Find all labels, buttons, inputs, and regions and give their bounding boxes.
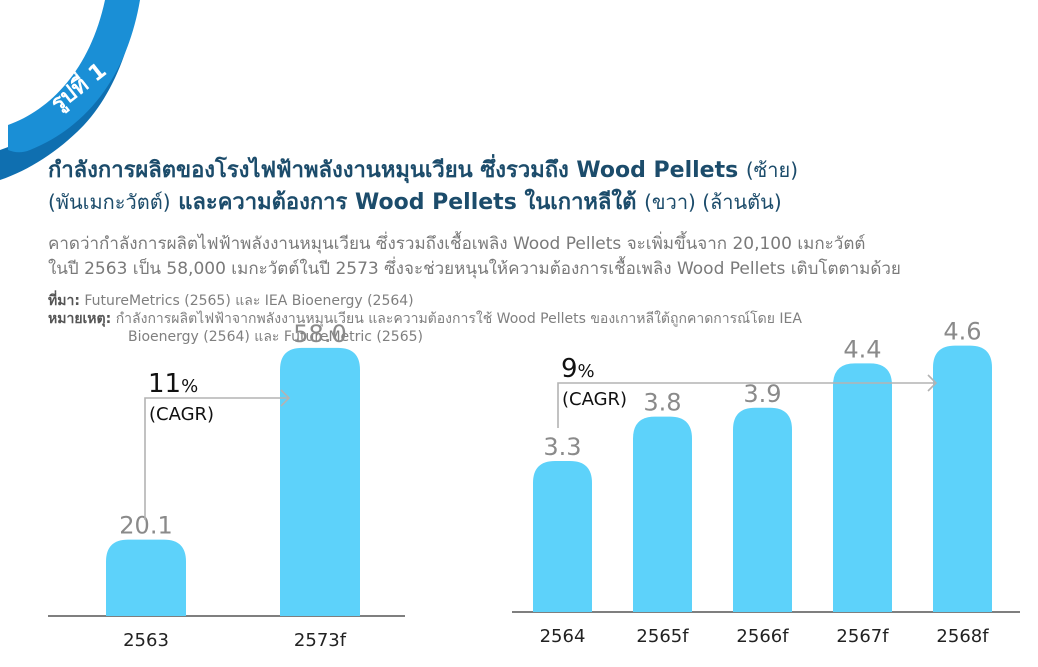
bar-2567f bbox=[833, 363, 892, 612]
bar-2566f bbox=[733, 407, 792, 612]
growth-label: (CAGR) bbox=[562, 389, 627, 410]
growth-arrow bbox=[144, 397, 288, 520]
growth-value: 9% bbox=[561, 354, 595, 384]
value-label-2567f: 4.4 bbox=[843, 335, 881, 363]
note-line-2: Bioenergy (2564) และ FutureMetric (2565) bbox=[128, 329, 423, 345]
category-label-2563: 2563 bbox=[123, 630, 169, 651]
growth-label: (CAGR) bbox=[149, 404, 214, 425]
chart-title-line-2: (พันเมกะวัตต์) และความต้องการ Wood Pelle… bbox=[48, 184, 782, 219]
category-label-2565f: 2565f bbox=[636, 626, 689, 647]
bar-2564 bbox=[533, 461, 592, 612]
title-light-2b: (ขวา) (ล้านตัน) bbox=[644, 190, 782, 214]
value-label-2563: 20.1 bbox=[119, 512, 172, 540]
source-text: FutureMetrics (2565) และ IEA Bioenergy (… bbox=[84, 293, 414, 309]
category-label-2568f: 2568f bbox=[936, 626, 989, 647]
value-label-2566f: 3.9 bbox=[743, 380, 781, 408]
note-line-1: หมายเหตุ: กำลังการผลิตไฟฟ้าจากพลังงานหมุ… bbox=[48, 308, 802, 330]
category-label-2566f: 2566f bbox=[736, 626, 789, 647]
growth-value: 11% bbox=[148, 369, 198, 399]
right-chart: 3.3 2564 3.8 2565f 3.9 2566f 4.4 2567f 4.6 2568f 9… bbox=[512, 318, 1020, 647]
title-bold-1: กำลังการผลิตของโรงไฟฟ้าพลังงานหมุนเวียน … bbox=[48, 158, 739, 183]
value-label-2568f: 4.6 bbox=[943, 318, 981, 346]
value-label-2565f: 3.8 bbox=[643, 389, 681, 417]
growth-arrow-head bbox=[280, 389, 291, 407]
title-light-1: (ซ้าย) bbox=[745, 158, 799, 182]
note-text-1: กำลังการผลิตไฟฟ้าจากพลังงานหมุนเวียน และ… bbox=[115, 311, 802, 327]
title-bold-2: และความต้องการ Wood Pellets ในเกาหลีใต้ bbox=[178, 190, 637, 215]
category-label-2573f: 2573f bbox=[294, 630, 347, 651]
category-label-2564: 2564 bbox=[540, 626, 586, 647]
value-label-2573f: 58.0 bbox=[293, 320, 346, 348]
note-label: หมายเหตุ: bbox=[48, 311, 112, 327]
subtitle-line-2: ในปี 2563 เป็น 58,000 เมกะวัตต์ในปี 2573… bbox=[48, 259, 901, 279]
category-label-2567f: 2567f bbox=[836, 626, 889, 647]
title-light-2a: (พันเมกะวัตต์) bbox=[48, 190, 171, 214]
figure-badge-ribbon: รูปที่ 1 bbox=[0, 0, 140, 205]
subtitle-line-1: คาดว่ากำลังการผลิตไฟฟ้าพลังงานหมุนเวียน … bbox=[48, 234, 866, 254]
bar-2573f bbox=[280, 347, 360, 616]
source-label: ที่มา: bbox=[48, 293, 80, 309]
bar-2568f bbox=[933, 345, 992, 612]
bar-2565f bbox=[633, 416, 692, 612]
growth-arrow bbox=[557, 382, 935, 428]
growth-arrow-head bbox=[927, 374, 938, 392]
chart-title-line-1: กำลังการผลิตของโรงไฟฟ้าพลังงานหมุนเวียน … bbox=[48, 152, 798, 187]
value-label-2564: 3.3 bbox=[543, 433, 581, 461]
source-line: ที่มา: FutureMetrics (2565) และ IEA Bioe… bbox=[48, 290, 414, 312]
left-chart: 20.1 2563 58.0 2573f 11% (CAGR) bbox=[48, 320, 405, 651]
bar-2563 bbox=[106, 539, 186, 616]
